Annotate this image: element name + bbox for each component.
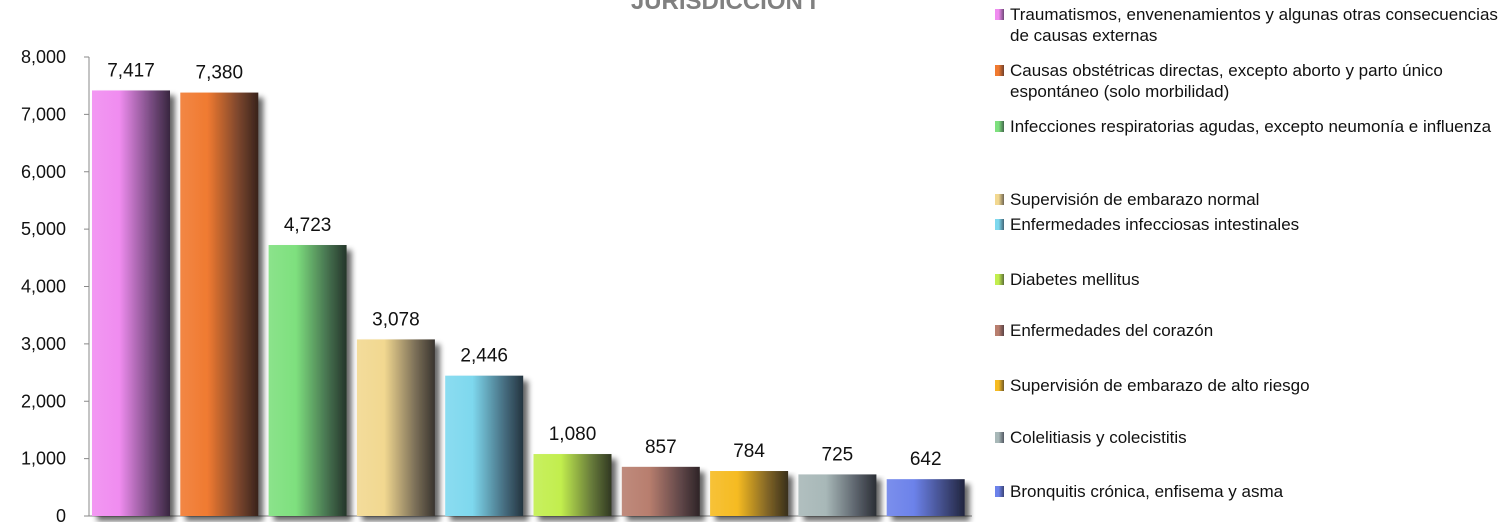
legend-item: Causas obstétricas directas, excepto abo… (995, 60, 1500, 102)
y-tick-label: 2,000 (21, 391, 66, 411)
bar (445, 375, 524, 516)
legend-label: Supervisión de embarazo de alto riesgo (1010, 376, 1310, 395)
bar (356, 339, 435, 516)
data-label: 642 (910, 449, 942, 470)
legend-swatch (995, 194, 1004, 205)
legend-item: Enfermedades infecciosas intestinales (995, 214, 1500, 235)
legend-item: Infecciones respiratorias agudas, except… (995, 116, 1500, 137)
legend-label: Diabetes mellitus (1010, 270, 1140, 289)
data-label: 4,723 (284, 215, 332, 236)
legend-item: Bronquitis crónica, enfisema y asma (995, 481, 1500, 502)
legend-item: Enfermedades del corazón (995, 320, 1500, 341)
legend-item: Supervisión de embarazo normal (995, 189, 1500, 210)
data-label: 725 (822, 444, 854, 465)
legend: Traumatismos, envenenamientos y algunas … (995, 4, 1500, 522)
y-tick-label: 0 (56, 506, 66, 522)
legend-swatch (995, 380, 1004, 391)
y-tick-label: 7,000 (21, 104, 66, 124)
legend-label: Supervisión de embarazo normal (1010, 190, 1260, 209)
y-tick-label: 5,000 (21, 219, 66, 239)
legend-swatch (995, 9, 1004, 20)
legend-swatch (995, 219, 1004, 230)
legend-swatch (995, 486, 1004, 497)
bar (533, 454, 612, 516)
bar (798, 474, 877, 516)
y-tick-label: 3,000 (21, 334, 66, 354)
legend-label: Causas obstétricas directas, excepto abo… (1010, 61, 1443, 101)
data-label: 1,080 (549, 424, 597, 445)
y-axis: 0 1,000 2,000 3,000 4,000 5,000 6,000 7,000 8,00… (21, 47, 972, 522)
bar (886, 479, 965, 516)
data-label: 3,078 (372, 309, 420, 330)
data-label: 7,417 (107, 60, 155, 81)
y-tick-label: 1,000 (21, 449, 66, 469)
legend-label: Infecciones respiratorias agudas, except… (1010, 117, 1492, 136)
bars (92, 90, 965, 517)
legend-label: Enfermedades del corazón (1010, 321, 1214, 340)
data-label: 2,446 (460, 346, 508, 367)
legend-label: Enfermedades infecciosas intestinales (1010, 215, 1300, 234)
legend-label: Colelitiasis y colecistitis (1010, 428, 1187, 447)
y-tick-label: 6,000 (21, 162, 66, 182)
y-tick-label: 8,000 (21, 47, 66, 67)
y-tick-label: 4,000 (21, 277, 66, 297)
bar-chart: 0 1,000 2,000 3,000 4,000 5,000 6,000 7,000 8,00… (21, 47, 972, 522)
legend-label: Traumatismos, envenenamientos y algunas … (1010, 5, 1498, 45)
data-label: 7,380 (196, 63, 244, 84)
bar (710, 471, 789, 516)
legend-item: Colelitiasis y colecistitis (995, 427, 1500, 448)
legend-swatch (995, 325, 1004, 336)
legend-swatch (995, 65, 1004, 76)
bar (180, 92, 259, 516)
legend-item: Traumatismos, envenenamientos y algunas … (995, 4, 1500, 46)
legend-swatch (995, 274, 1004, 285)
data-label: 784 (733, 441, 765, 462)
legend-label: Bronquitis crónica, enfisema y asma (1010, 482, 1284, 501)
bar (92, 90, 170, 517)
legend-swatch (995, 121, 1004, 132)
legend-item: Supervisión de embarazo de alto riesgo (995, 375, 1500, 396)
bar (621, 466, 700, 516)
legend-item: Diabetes mellitus (995, 269, 1500, 290)
data-labels: 7,417 7,380 4,723 3,078 2,446 1,080 857 784 725 6… (107, 60, 941, 470)
legend-swatch (995, 432, 1004, 443)
bar (268, 245, 347, 516)
data-label: 857 (645, 437, 677, 458)
